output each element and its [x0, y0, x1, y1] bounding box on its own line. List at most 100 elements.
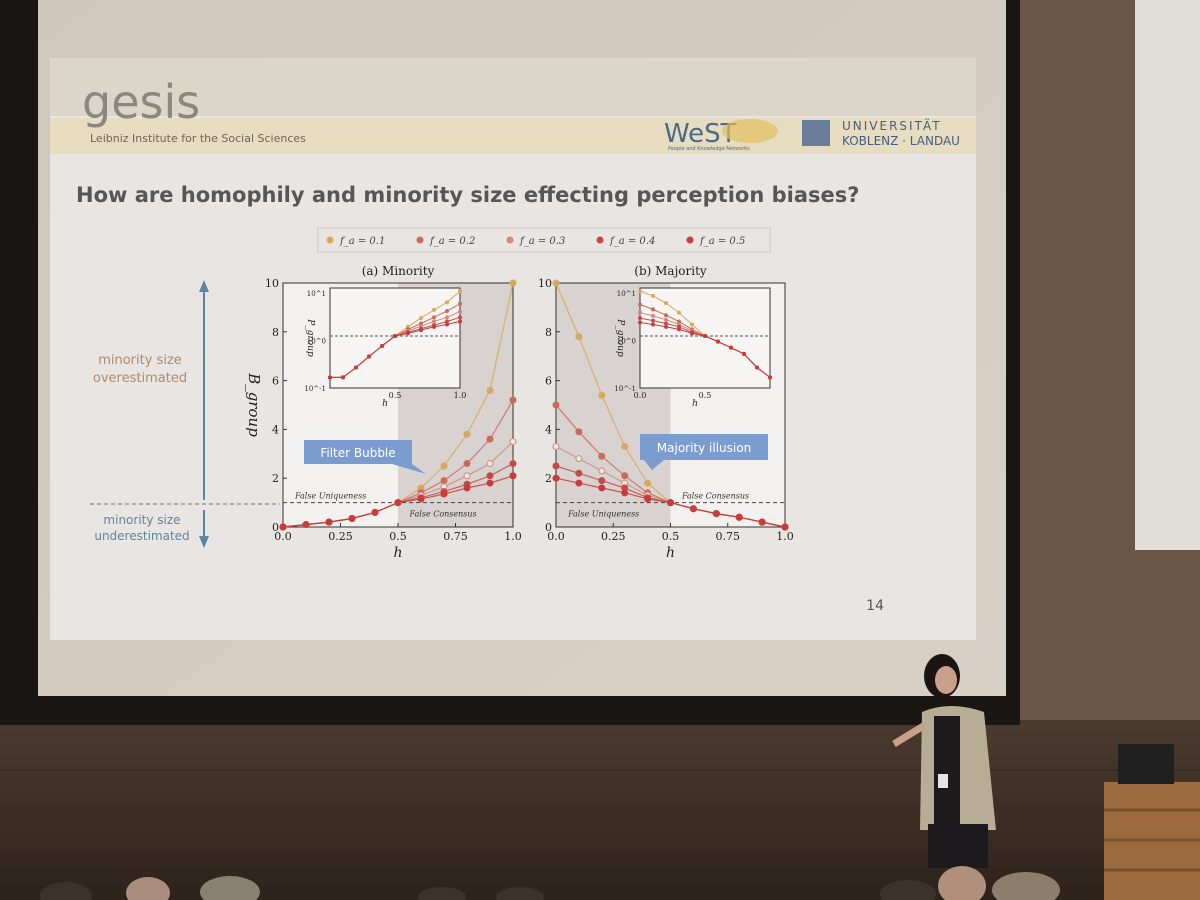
- data-point: [598, 391, 606, 399]
- inset-data-point: [664, 321, 668, 326]
- y-tick-label: 4: [272, 423, 279, 436]
- legend-marker: [506, 236, 514, 244]
- data-point: [667, 499, 674, 507]
- ref-label-below: False Consensus: [409, 510, 477, 519]
- data-point: [598, 484, 606, 492]
- y-tick-label: 10: [265, 277, 279, 290]
- ref-label-below: False Uniqueness: [567, 510, 639, 519]
- data-point: [325, 518, 333, 526]
- inset-plot: 10^-1 10^0 10^1 0.5 1.0 h P_group: [304, 287, 467, 409]
- inset-data-point: [664, 317, 668, 322]
- inset-data-point: [445, 308, 449, 313]
- podium-laptop: [1118, 744, 1174, 784]
- university-line1: UNIVERSITÄT: [842, 118, 942, 133]
- legend-label: f_a = 0.2: [429, 236, 475, 247]
- page-number: 14: [866, 598, 884, 614]
- header-band: [50, 58, 976, 116]
- inset-y-tick-label: 10^0: [307, 338, 326, 346]
- audience-head: [418, 887, 466, 900]
- inset-y-tick-label: 10^-1: [614, 385, 636, 393]
- data-point: [509, 460, 517, 468]
- data-point: [486, 435, 494, 443]
- x-tick-label: 0.25: [328, 530, 353, 543]
- inset-data-point: [690, 322, 694, 327]
- inset-data-point: [458, 301, 462, 306]
- inset-data-point: [432, 324, 436, 329]
- data-point: [575, 469, 583, 477]
- legend: f_a = 0.1 f_a = 0.2 f_a = 0.3 f_a = 0.4 f_a …: [317, 227, 771, 253]
- y-tick-label: 6: [545, 375, 552, 388]
- inset-data-point: [716, 339, 720, 344]
- inset-data-point: [432, 319, 436, 324]
- inset-data-point: [419, 328, 423, 333]
- x-axis-label: h: [666, 545, 675, 561]
- data-point: [644, 495, 652, 503]
- x-axis-label: h: [393, 545, 402, 561]
- data-point: [463, 460, 471, 468]
- chart-title: (b) Majority: [634, 264, 707, 278]
- y-tick-label: 0: [545, 521, 552, 534]
- audience-head: [40, 882, 92, 900]
- inset-data-point: [638, 310, 642, 315]
- podium: [1104, 744, 1200, 900]
- audience-head: [992, 872, 1060, 900]
- legend-marker: [596, 236, 604, 244]
- data-point: [598, 467, 606, 475]
- slide: gesis Leibniz Institute for the Social S…: [50, 58, 976, 640]
- data-point: [486, 386, 494, 394]
- callout-majority-illusion-label: Majority illusion: [657, 441, 751, 455]
- data-point: [552, 442, 560, 450]
- inset-data-point: [729, 345, 733, 350]
- inset-data-point: [651, 322, 655, 327]
- slide-title: How are homophily and minority size effe…: [76, 183, 859, 207]
- y-axis-label: B_group: [245, 372, 263, 437]
- y-tick-label: 6: [272, 375, 279, 388]
- inset-x-tick-label: 1.0: [454, 391, 467, 400]
- inset-data-point: [677, 310, 681, 315]
- inset-data-point: [445, 315, 449, 320]
- annot-over-line2: overestimated: [93, 371, 187, 386]
- inset-data-point: [432, 307, 436, 312]
- inset-data-point: [432, 315, 436, 320]
- callout-majority-illusion: Majority illusion: [640, 434, 768, 470]
- data-point: [463, 484, 471, 492]
- y-tick-label: 2: [545, 472, 552, 485]
- data-point: [486, 472, 494, 480]
- inset-data-point: [651, 313, 655, 318]
- inset-y-label: P_group: [305, 318, 315, 357]
- inset-data-point: [703, 334, 707, 338]
- west-logo-swirl: [722, 119, 778, 143]
- data-point: [509, 472, 517, 480]
- inset-data-point: [406, 331, 410, 336]
- callout-filter-bubble-label: Filter Bubble: [320, 446, 395, 460]
- underestimate-arrowhead: [199, 536, 209, 548]
- inset-data-point: [341, 375, 345, 380]
- data-point: [552, 474, 560, 482]
- inset-y-tick-label: 10^-1: [304, 385, 326, 393]
- inset-y-tick-label: 10^1: [307, 290, 326, 298]
- inset-data-point: [445, 322, 449, 327]
- inset-y-tick-label: 10^0: [617, 338, 636, 346]
- speaker: [892, 654, 996, 868]
- speaker-face: [935, 666, 957, 694]
- data-point: [440, 462, 448, 470]
- data-point: [302, 521, 310, 529]
- inset-data-point: [651, 293, 655, 298]
- data-point: [552, 401, 560, 409]
- inset-data-point: [664, 301, 668, 306]
- inset-data-point: [677, 319, 681, 324]
- callout-filter-bubble-box: [304, 440, 412, 464]
- callout-filter-bubble: Filter Bubble: [304, 440, 426, 474]
- inset-plot: 10^-1 10^0 10^1 0.0 0.5h P_group: [614, 287, 772, 409]
- data-point: [463, 472, 471, 480]
- callout-filter-bubble-pointer: [392, 464, 426, 474]
- audience-head: [880, 880, 936, 900]
- wood-panels: [0, 769, 1200, 821]
- speaker-trousers: [928, 824, 988, 868]
- data-point: [781, 523, 789, 531]
- ref-label-above: False Consensus: [681, 492, 749, 501]
- inset-x-label: h: [692, 399, 698, 409]
- data-point: [575, 428, 583, 436]
- x-tick-label: 0.0: [547, 530, 565, 543]
